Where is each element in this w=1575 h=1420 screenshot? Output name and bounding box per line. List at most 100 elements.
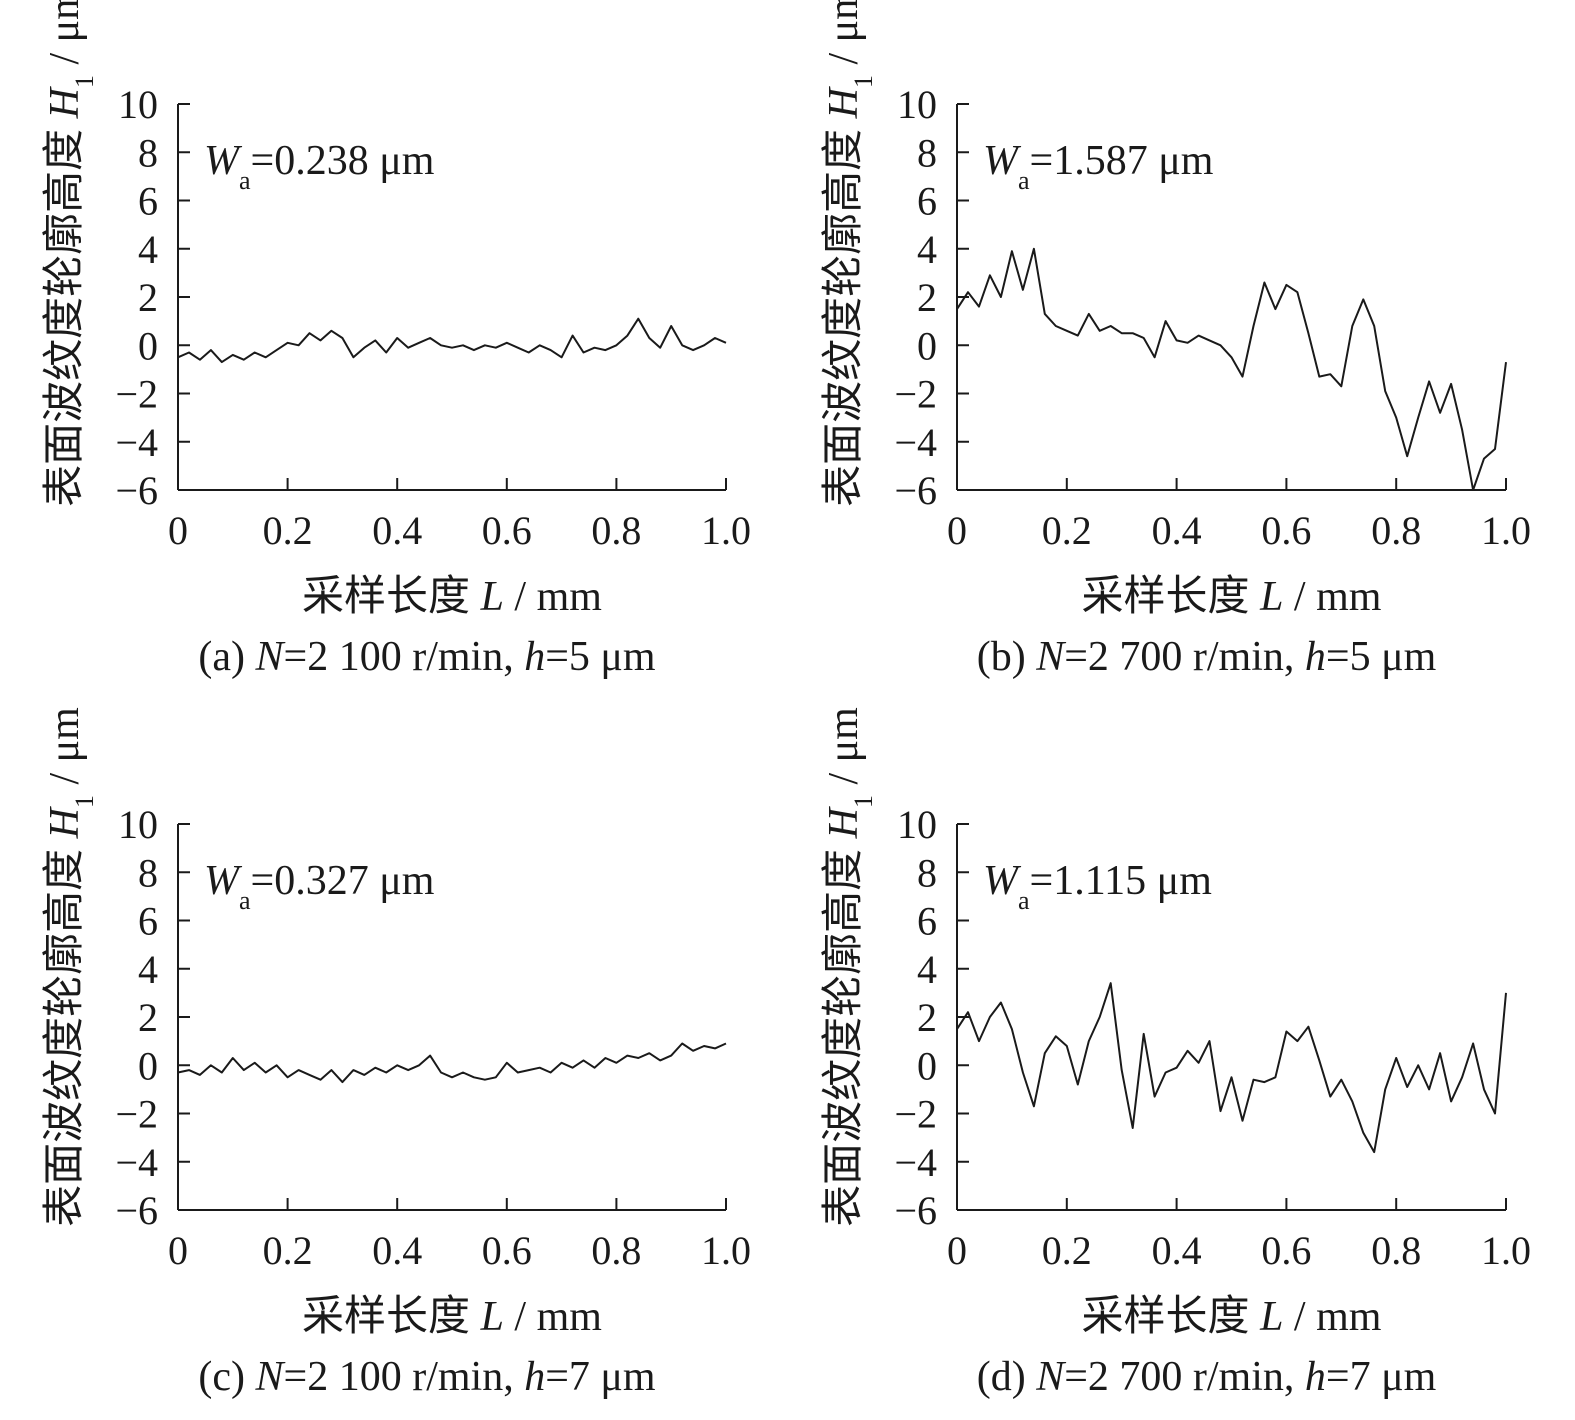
data-point	[1263, 1081, 1265, 1083]
data-point	[1231, 356, 1233, 358]
data-point	[1340, 1079, 1342, 1081]
data-point	[1439, 412, 1441, 414]
data-point	[385, 1072, 387, 1074]
y-tick-label: 2	[138, 995, 158, 1040]
data-point	[495, 1076, 497, 1078]
x-tick-label: 0.6	[1261, 1228, 1311, 1273]
data-point	[1198, 335, 1200, 337]
data-point	[1220, 344, 1222, 346]
data-point	[1285, 284, 1287, 286]
y-tick-label: 8	[917, 850, 937, 895]
data-point	[1373, 1151, 1375, 1153]
data-point	[659, 347, 661, 349]
data-point	[1263, 282, 1265, 284]
data-point	[1253, 1079, 1255, 1081]
profile-line	[177, 1042, 727, 1084]
x-tick-label: 0	[947, 508, 967, 553]
data-point	[572, 335, 574, 337]
data-point	[177, 356, 179, 358]
data-point	[407, 1069, 409, 1071]
data-point	[1198, 1062, 1200, 1064]
data-point	[670, 325, 672, 327]
y-tick-label: −2	[115, 1092, 158, 1137]
data-point	[1033, 248, 1035, 250]
data-point	[1242, 1120, 1244, 1122]
data-point	[725, 1043, 727, 1045]
data-point	[1110, 982, 1112, 984]
y-tick-label: 6	[138, 179, 158, 224]
data-point	[1000, 296, 1002, 298]
data-point	[1022, 289, 1024, 291]
y-tick-label: −4	[894, 1140, 937, 1185]
data-point	[561, 356, 563, 358]
x-tick-label: 0	[947, 1228, 967, 1273]
data-point	[276, 1064, 278, 1066]
data-point	[254, 352, 256, 354]
y-tick-label: 6	[917, 179, 937, 224]
data-point	[1044, 313, 1046, 315]
y-tick-label: 8	[917, 130, 937, 175]
data-point	[374, 1067, 376, 1069]
y-axis-label: 表面波纹度轮廓高度 H1 / μm	[42, 707, 99, 1227]
data-point	[1417, 1064, 1419, 1066]
data-point	[604, 349, 606, 351]
y-tick-label: 4	[138, 227, 158, 272]
data-point	[626, 1055, 628, 1057]
data-point	[989, 274, 991, 276]
data-point	[1011, 250, 1013, 252]
data-point	[1384, 1088, 1386, 1090]
panel-caption: (c) N=2 100 r/min, h=7 μm	[198, 1354, 656, 1400]
data-point	[1143, 1033, 1145, 1035]
data-point	[528, 1069, 530, 1071]
panel-caption: (d) N=2 700 r/min, h=7 μm	[977, 1354, 1437, 1400]
data-point	[1121, 332, 1123, 334]
profile-line	[956, 982, 1507, 1154]
y-tick-label: −6	[894, 1188, 937, 1233]
data-point	[967, 1011, 969, 1013]
data-point	[330, 1069, 332, 1071]
data-point	[594, 1067, 596, 1069]
data-point	[1099, 330, 1101, 332]
data-point	[1472, 1043, 1474, 1045]
data-point	[550, 349, 552, 351]
y-tick-label: 4	[917, 947, 937, 992]
data-point	[1209, 1040, 1211, 1042]
data-point	[692, 1050, 694, 1052]
data-point	[451, 1076, 453, 1078]
y-tick-label: −4	[115, 1140, 158, 1185]
data-point	[989, 1016, 991, 1018]
data-point	[1450, 1100, 1452, 1102]
data-point	[1088, 313, 1090, 315]
profile-line	[177, 317, 727, 364]
x-tick-label: 0.6	[1261, 508, 1311, 553]
data-point	[1165, 1072, 1167, 1074]
data-point	[473, 1076, 475, 1078]
x-tick-label: 1.0	[701, 1228, 751, 1273]
data-point	[418, 1064, 420, 1066]
data-point	[330, 330, 332, 332]
y-tick-label: 4	[138, 947, 158, 992]
data-point	[1176, 339, 1178, 341]
data-point	[1099, 1016, 1101, 1018]
data-point	[440, 1072, 442, 1074]
data-point	[484, 344, 486, 346]
panel-caption: (a) N=2 100 r/min, h=5 μm	[198, 634, 656, 680]
data-point	[637, 318, 639, 320]
data-point	[550, 1072, 552, 1074]
x-tick-label: 0.4	[372, 508, 422, 553]
data-point	[1088, 1040, 1090, 1042]
y-tick-label: −6	[115, 468, 158, 513]
data-point	[1176, 1067, 1178, 1069]
wa-annotation: Wa=1.115 μm	[983, 858, 1212, 915]
x-axis-label: 采样长度 L / mm	[302, 574, 602, 620]
data-point	[1285, 1031, 1287, 1033]
data-point	[320, 339, 322, 341]
y-tick-label: 10	[118, 802, 158, 847]
data-point	[539, 1067, 541, 1069]
data-point	[1033, 1105, 1035, 1107]
y-tick-label: −6	[115, 1188, 158, 1233]
data-point	[561, 1062, 563, 1064]
data-point	[648, 337, 650, 339]
data-point	[188, 1069, 190, 1071]
